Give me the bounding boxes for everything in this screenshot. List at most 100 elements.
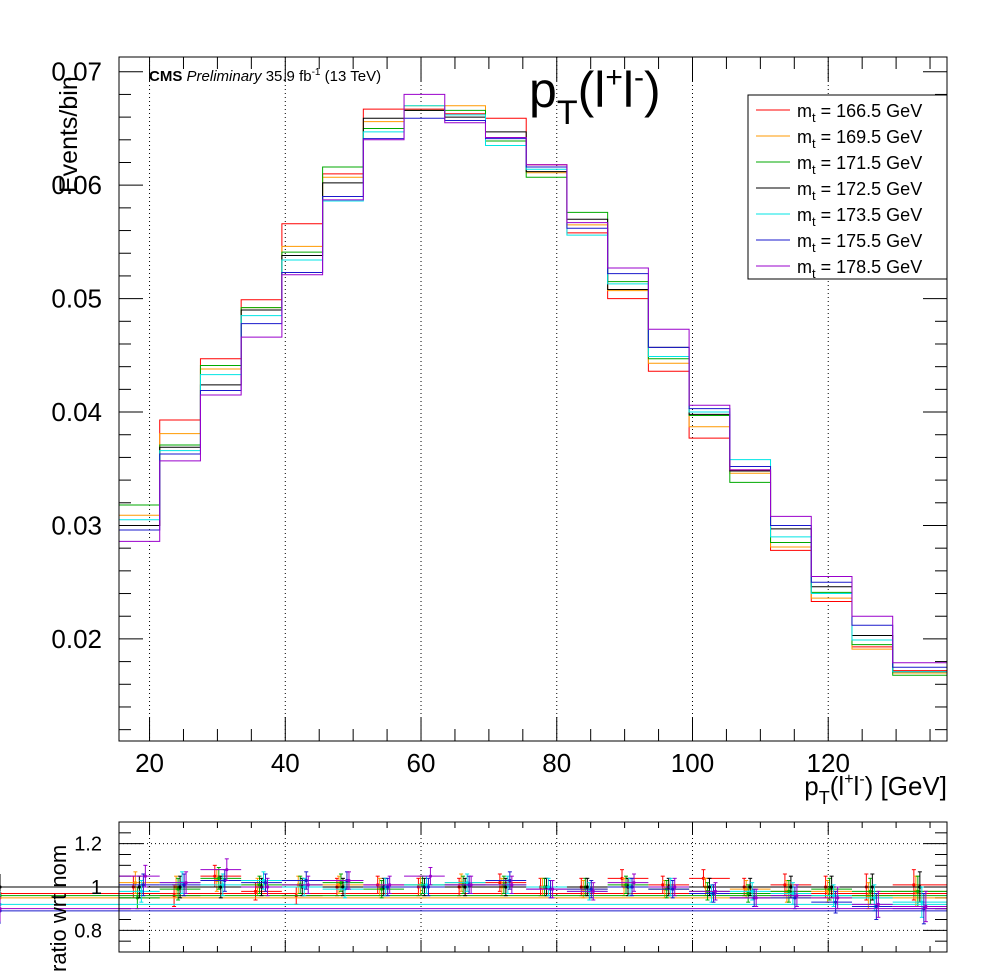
ratio-point-marker — [591, 889, 595, 893]
ratio-frame — [118, 821, 948, 953]
legend-label-1: mt = 169.5 GeV — [797, 127, 922, 151]
ratio-point-marker — [783, 883, 787, 887]
x-axis-label: pT(l+l-) [GeV] — [804, 771, 947, 808]
ratio-point-marker — [750, 889, 754, 893]
ratio-point-marker — [465, 881, 469, 885]
legend-label-0: mt = 166.5 GeV — [797, 101, 922, 125]
ratio-point-marker — [337, 883, 341, 887]
ratio-y-axis-label: ratio wrt nom — [46, 845, 71, 972]
ratio-point-marker — [0, 885, 2, 889]
x-tick-label: 40 — [271, 748, 300, 778]
cms-label: CMS Preliminary 35.9 fb-1 (13 TeV) — [149, 67, 381, 85]
ratio-point-marker — [550, 887, 555, 891]
ratio-axis-ticks — [119, 822, 947, 952]
ratio-point-marker — [661, 883, 665, 887]
histogram-series-6 — [119, 93, 948, 700]
ratio-point-marker — [744, 887, 748, 891]
legend-label-5: mt = 175.5 GeV — [797, 231, 922, 255]
legend-box — [747, 94, 948, 280]
ratio-point-marker — [787, 889, 791, 893]
ratio-point-marker — [868, 889, 872, 893]
ratio-series-6 — [0, 858, 947, 923]
main-tick-labels: 20 40 60 80 100 120 0.02 0.03 0.04 0.05 0.06 0.07 — [51, 57, 850, 778]
ratio-point-marker — [253, 889, 258, 893]
ratio-point-marker — [828, 887, 832, 891]
ratio-point-marker — [184, 881, 188, 885]
ratio-point-marker — [872, 896, 876, 900]
ratio-point-marker — [624, 883, 628, 887]
ratio-point-marker — [388, 883, 392, 887]
ratio-point-marker — [424, 883, 429, 887]
x-tick-label: 100 — [671, 748, 714, 778]
ratio-point-marker — [225, 868, 229, 872]
ratio-point-marker — [469, 883, 473, 887]
ratio-point-marker — [589, 887, 593, 891]
ratio-point-marker — [673, 885, 677, 889]
legend-label-6: mt = 178.5 GeV — [797, 257, 922, 281]
ratio-point-marker — [133, 881, 137, 885]
ratio-point-marker — [754, 896, 758, 900]
ratio-point-marker — [874, 904, 878, 909]
ratio-point-marker — [302, 885, 306, 889]
ratio-point-marker — [832, 894, 836, 898]
ratio-point-marker — [498, 881, 502, 885]
ratio-point-marker — [826, 889, 830, 893]
ratio-point-marker — [217, 876, 221, 880]
ratio-point-marker — [141, 883, 145, 887]
ratio-point-marker — [263, 881, 268, 885]
ratio-point-marker — [304, 878, 308, 883]
ratio-point-marker — [912, 883, 916, 887]
ratio-point-marker — [795, 894, 799, 898]
ratio-y-tick-label: 1.2 — [74, 834, 102, 856]
y-tick-label: 0.02 — [51, 624, 102, 654]
ratio-point-marker — [671, 887, 675, 891]
ratio-point-marker — [630, 885, 634, 889]
legend-label-2: mt = 171.5 GeV — [797, 153, 922, 177]
main-histograms — [119, 93, 948, 713]
ratio-point-marker — [546, 885, 551, 889]
y-tick-label: 0.04 — [51, 397, 102, 427]
ratio-point-marker — [836, 896, 840, 900]
ratio-point-marker — [791, 891, 795, 896]
ratio-point-marker — [261, 878, 266, 883]
ratio-point-marker — [916, 889, 920, 893]
ratio-y-tick-label: 0.8 — [74, 920, 102, 942]
ratio-point-marker — [306, 883, 310, 887]
ratio-point-marker — [508, 878, 512, 883]
ratio-point-marker — [265, 885, 270, 889]
x-tick-label: 20 — [135, 748, 164, 778]
y-tick-label: 0.05 — [51, 284, 102, 314]
y-tick-label: 0.03 — [51, 510, 102, 540]
ratio-point-marker — [876, 902, 880, 906]
ratio-point-marker — [920, 900, 924, 904]
ratio-point-marker — [386, 885, 390, 889]
x-tick-label: 120 — [807, 748, 850, 778]
ratio-point-marker — [793, 896, 797, 900]
ratio-point-marker — [139, 889, 143, 893]
ratio-point-marker — [380, 887, 384, 891]
ratio-point-marker — [924, 904, 928, 909]
ratio-tick-labels: 0.8 1 1.2 — [74, 834, 102, 943]
ratio-point-marker — [257, 883, 262, 887]
y-tick-label: 0.07 — [51, 57, 102, 87]
ratio-point-marker — [221, 883, 225, 887]
ratio-point-marker — [213, 874, 217, 878]
ratio-point-marker — [347, 878, 351, 883]
ratio-point-marker — [0, 907, 2, 911]
y-tick-label: 0.06 — [51, 170, 102, 200]
ratio-point-marker — [510, 883, 514, 887]
ratio-point-marker — [746, 891, 750, 896]
legend-label-4: mt = 173.5 GeV — [797, 205, 922, 229]
ratio-point-marker — [713, 889, 718, 893]
main-frame — [118, 56, 948, 742]
ratio-point-marker — [834, 900, 838, 904]
x-tick-label: 60 — [407, 748, 436, 778]
ratio-point-marker — [426, 885, 431, 889]
legend-label-3: mt = 172.5 GeV — [797, 179, 922, 203]
x-tick-label: 80 — [542, 748, 571, 778]
ratio-point-marker — [339, 881, 343, 885]
ratio-points — [0, 858, 947, 925]
chart-title: pT(l+l-) — [529, 61, 661, 132]
y-axis-label: Events/bin — [55, 76, 83, 193]
